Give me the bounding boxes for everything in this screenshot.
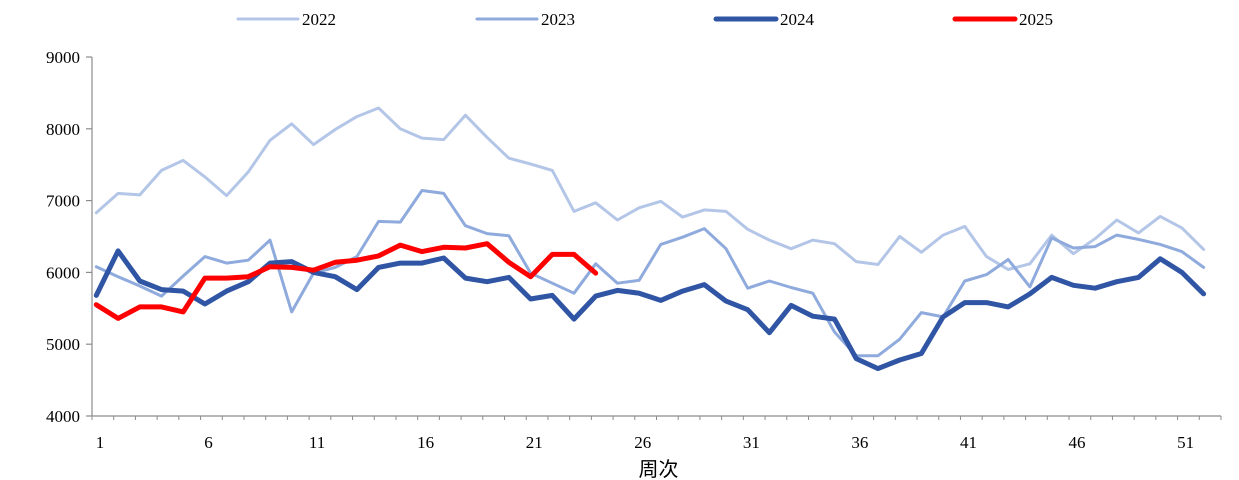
y-tick-label: 5000 bbox=[46, 335, 80, 354]
y-tick-label: 4000 bbox=[46, 407, 80, 426]
y-tick-label: 6000 bbox=[46, 263, 80, 282]
legend-label-2023: 2023 bbox=[541, 10, 575, 29]
x-tick-label: 21 bbox=[526, 433, 543, 452]
legend-label-2025: 2025 bbox=[1019, 10, 1053, 29]
x-axis-title: 周次 bbox=[639, 457, 679, 480]
legend-label-2022: 2022 bbox=[302, 10, 336, 29]
y-tick-label: 8000 bbox=[46, 120, 80, 139]
y-tick-label: 7000 bbox=[46, 192, 80, 211]
x-tick-label: 41 bbox=[960, 433, 977, 452]
x-tick-label: 16 bbox=[417, 433, 434, 452]
series-layer bbox=[93, 106, 1207, 372]
series-line-2024 bbox=[93, 248, 1207, 372]
x-tick-label: 11 bbox=[309, 433, 325, 452]
x-tick-label: 31 bbox=[743, 433, 760, 452]
y-tick-label: 9000 bbox=[46, 48, 80, 67]
x-tick-label: 36 bbox=[851, 433, 868, 452]
x-tick-label: 46 bbox=[1069, 433, 1086, 452]
x-tick-label: 1 bbox=[96, 433, 105, 452]
series-line-2025 bbox=[93, 241, 599, 321]
x-tick-label: 26 bbox=[634, 433, 651, 452]
x-tick-label: 51 bbox=[1177, 433, 1194, 452]
series-line-2023 bbox=[94, 189, 1206, 358]
series-line-2022 bbox=[94, 106, 1206, 271]
x-tick-label: 6 bbox=[204, 433, 213, 452]
legend: 2022 2023 2024 2025 bbox=[236, 10, 1053, 29]
legend-label-2024: 2024 bbox=[780, 10, 815, 29]
y-tick-labels: 4000 5000 6000 7000 8000 9000 bbox=[46, 48, 92, 426]
x-tick-labels: 1 6 11 16 21 26 31 36 41 46 51 bbox=[91, 416, 1222, 452]
